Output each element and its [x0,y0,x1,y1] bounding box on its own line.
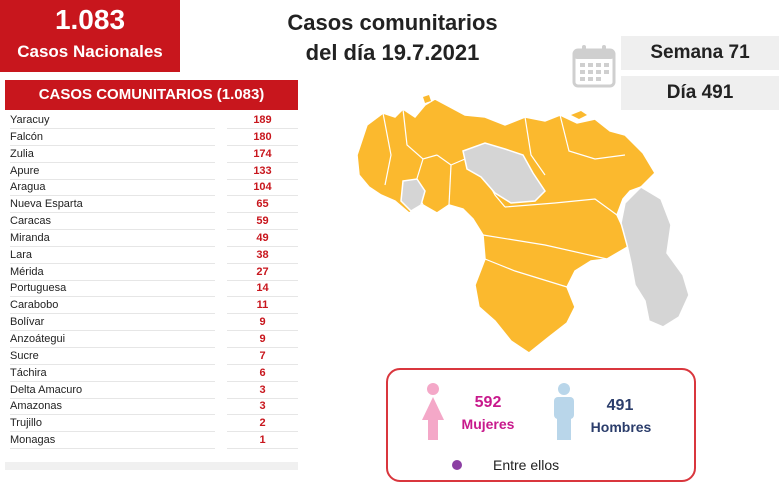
case-row: Miranda 49 [5,230,298,247]
state-name: Falcón [10,130,215,146]
state-cases: 180 [227,130,298,146]
men-label: Hombres [590,419,652,435]
state-name: Mérida [10,265,215,281]
case-row: Carabobo 11 [5,297,298,315]
state-cases: 3 [227,399,298,416]
state-cases: 59 [227,214,298,231]
state-name: Monagas [10,433,215,450]
state-cases: 189 [227,113,298,129]
bullet-dot [452,460,462,470]
state-cases: 49 [227,231,298,247]
case-row: Caracas 59 [5,213,298,231]
state-name: Aragua [10,180,215,197]
state-cases: 9 [227,315,298,332]
men-count: 491 [606,397,634,414]
state-name: Caracas [10,214,215,231]
case-row: Portuguesa 14 [5,280,298,298]
state-cases: 27 [227,265,298,281]
state-name: Portuguesa [10,281,215,298]
map-region-inactive-east [620,186,690,328]
case-row: Táchira 6 [5,365,298,382]
case-row: Aragua 104 [5,179,298,197]
state-name: Trujillo [10,416,215,433]
state-cases: 6 [227,366,298,382]
state-name: Sucre [10,349,215,365]
case-row: Anzoátegui 9 [5,331,298,348]
map-island-2 [423,95,431,103]
state-name: Táchira [10,366,215,382]
title-line-1: Casos comunitarios [287,10,498,35]
title-line-2: del día 19.7.2021 [305,40,480,65]
male-icon [554,383,574,440]
state-name: Miranda [10,231,215,247]
state-cases: 38 [227,248,298,264]
case-row: Amazonas 3 [5,398,298,416]
state-cases: 2 [227,416,298,433]
case-row: Bolívar 9 [5,314,298,332]
state-name: Bolívar [10,315,215,332]
national-cases-number: 1.083 [54,4,126,35]
state-name: Carabobo [10,298,215,315]
state-name: Anzoátegui [10,332,215,348]
case-row: Mérida 27 [5,264,298,281]
day-label: Día 491 [621,76,779,110]
women-count: 592 [474,394,502,411]
state-name: Apure [10,164,215,180]
calendar-icon [572,45,616,88]
state-cases: 133 [227,164,298,180]
case-row: Trujillo 2 [5,415,298,433]
case-row: Nueva Esparta 65 [5,196,298,214]
state-name: Delta Amacuro [10,383,215,399]
map-region-active [356,98,656,354]
case-row: Lara 38 [5,247,298,264]
state-name: Lara [10,248,215,264]
case-row: Falcón 180 [5,129,298,146]
state-cases: 174 [227,147,298,163]
state-name: Nueva Esparta [10,197,215,214]
female-icon [422,383,444,440]
venezuela-map [356,95,690,354]
case-row: Delta Amacuro 3 [5,382,298,399]
state-cases: 14 [227,281,298,298]
among-them-label: Entre ellos [493,457,560,473]
state-name: Yaracuy [10,113,215,129]
women-label: Mujeres [461,416,515,432]
state-cases: 9 [227,332,298,348]
state-name: Amazonas [10,399,215,416]
community-cases-list: Yaracuy 189 Falcón 180 Zulia 174 Apure 133 Aragu… [5,112,298,450]
state-name: Zulia [10,147,215,163]
community-cases-header: CASOS COMUNITARIOS (1.083) [5,80,298,110]
state-cases: 3 [227,383,298,399]
map-island [571,111,587,119]
case-row: Yaracuy 189 [5,112,298,129]
state-cases: 65 [227,197,298,214]
case-row: Zulia 174 [5,146,298,163]
state-cases: 7 [227,349,298,365]
week-label: Semana 71 [621,36,779,70]
map-region-inactive-center [462,142,546,204]
case-row: Apure 133 [5,163,298,180]
state-cases: 1 [227,433,298,450]
case-row: Sucre 7 [5,348,298,365]
state-cases: 104 [227,180,298,197]
page-title: Casos comunitarios del día 19.7.2021 [250,8,535,68]
national-cases-label: Casos Nacionales [17,42,163,61]
case-row: Monagas 1 [5,432,298,450]
list-footer-bar [5,462,298,470]
state-cases: 11 [227,298,298,315]
map-region-inactive-west [400,178,426,212]
national-cases-box: 1.083 Casos Nacionales [0,0,180,72]
